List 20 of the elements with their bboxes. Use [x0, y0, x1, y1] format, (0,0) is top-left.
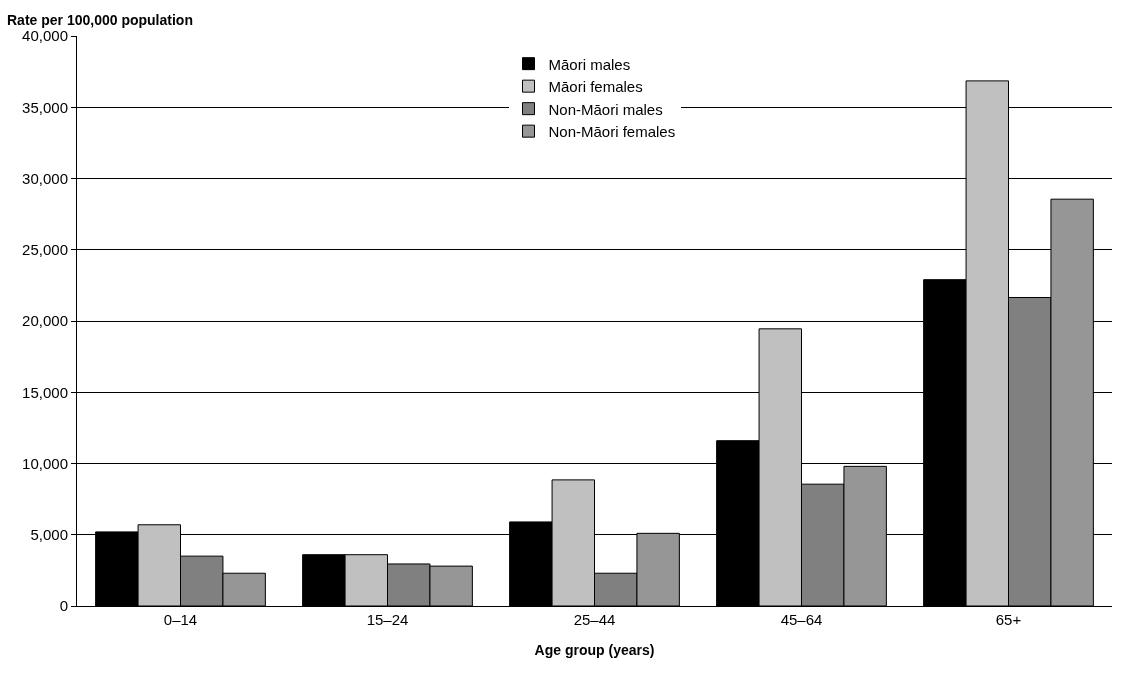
- legend-label: Māori females: [548, 78, 643, 95]
- y-tick-label: 5,000: [30, 526, 68, 543]
- legend-label: Non-Māori males: [548, 100, 663, 118]
- y-tick-label: 30,000: [22, 169, 68, 187]
- y-tick-label: 40,000: [22, 27, 68, 45]
- y-tick-label: 35,000: [22, 98, 68, 116]
- x-tick-label: 65+: [995, 611, 1022, 628]
- x-tick-label: 15–24: [366, 611, 409, 628]
- x-tick-label: 45–64: [780, 611, 823, 628]
- x-tick-label: 0–14: [163, 611, 198, 628]
- legend-label: Māori males: [548, 55, 631, 73]
- x-axis-title: Age group (years): [534, 642, 655, 659]
- y-tick-label: 15,000: [22, 383, 68, 401]
- y-tick-label: 0: [59, 597, 68, 615]
- y-tick-label: 20,000: [22, 312, 68, 330]
- y-axis-title: Rate per 100,000 population: [7, 12, 193, 28]
- x-tick-label: 25–44: [573, 611, 616, 628]
- y-tick-label: 25,000: [22, 241, 68, 258]
- legend-label: Non-Māori females: [548, 123, 676, 140]
- y-tick-label: 10,000: [22, 454, 68, 472]
